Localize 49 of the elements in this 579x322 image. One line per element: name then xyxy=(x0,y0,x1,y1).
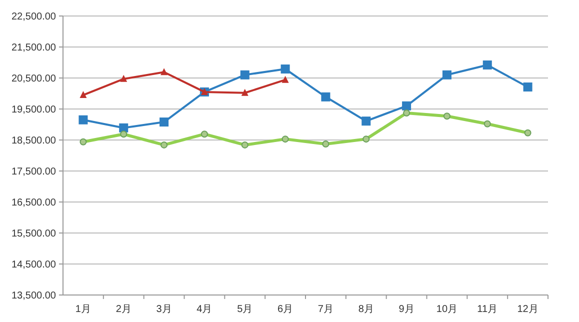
y-tick-label: 13,500.00 xyxy=(12,290,56,302)
point xyxy=(482,60,492,70)
y-tick-label: 21,500.00 xyxy=(12,42,56,54)
point xyxy=(282,76,289,83)
y-tick-label: 19,500.00 xyxy=(12,104,56,116)
point xyxy=(362,136,370,143)
point xyxy=(160,118,169,127)
x-tick-label: 4月 xyxy=(196,304,212,315)
y-tick-label: 17,500.00 xyxy=(12,166,56,178)
x-tick-label: 3月 xyxy=(156,304,172,315)
point xyxy=(443,112,450,120)
point xyxy=(321,92,330,102)
point xyxy=(322,140,330,148)
point xyxy=(241,141,248,148)
x-tick-label: 6月 xyxy=(278,304,294,315)
point xyxy=(120,74,128,82)
point xyxy=(362,116,371,126)
x-tick-label: 1月 xyxy=(75,304,91,315)
x-tick-label: 8月 xyxy=(358,304,374,315)
point xyxy=(524,129,532,136)
point xyxy=(403,110,410,117)
x-tick-label: 11月 xyxy=(477,304,498,315)
point xyxy=(241,88,248,96)
y-tick-label: 20,500.00 xyxy=(12,74,56,84)
point xyxy=(160,141,168,148)
x-tick-label: 7月 xyxy=(318,304,334,315)
y-tick-label: 22,500.00 xyxy=(12,12,56,22)
point xyxy=(80,138,87,146)
point xyxy=(80,91,87,98)
y-tick-label: 15,500.00 xyxy=(12,228,56,240)
x-tick-label: 5月 xyxy=(237,304,253,315)
y-tick-label: 18,500.00 xyxy=(12,136,56,146)
point xyxy=(160,68,168,76)
point xyxy=(442,70,452,80)
x-tick-label: 10月 xyxy=(436,304,458,315)
point xyxy=(523,82,532,92)
point xyxy=(402,101,412,110)
point xyxy=(282,136,289,143)
point xyxy=(280,64,290,74)
point xyxy=(120,130,128,138)
point xyxy=(78,115,88,124)
point xyxy=(240,70,250,80)
x-tick-label: 9月 xyxy=(398,304,414,315)
x-tick-label: 2月 xyxy=(116,304,132,315)
point xyxy=(200,130,208,138)
y-tick-label: 16,500.00 xyxy=(12,198,56,208)
point xyxy=(484,120,491,128)
y-tick-label: 14,500.00 xyxy=(12,260,56,270)
x-tick-label: 12月 xyxy=(517,304,538,315)
